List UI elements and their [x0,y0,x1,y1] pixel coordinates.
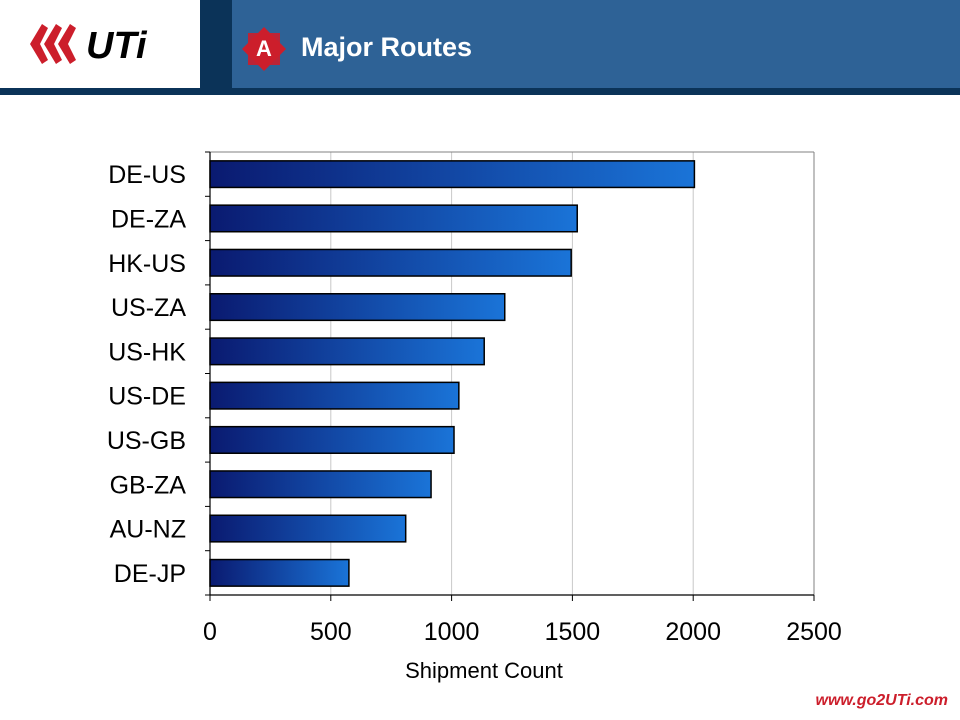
bar [209,558,350,587]
category-label: US-DE [108,383,186,411]
bar [209,204,578,233]
category-label: HK-US [108,250,186,278]
category-label: US-GB [107,427,186,455]
header-rule [0,88,960,95]
bar [209,381,460,410]
category-label: GB-ZA [110,471,187,499]
category-label: AU-NZ [110,516,186,544]
uti-logo: UTi [30,24,148,67]
category-label: DE-ZA [111,205,186,233]
bar [209,514,407,543]
bar [209,248,572,277]
x-tick-label: 2000 [665,618,721,646]
section-badge-icon [242,27,286,71]
bar [209,160,696,189]
x-tick-label: 0 [203,618,217,646]
header-bar: UTi A Major Routes [0,0,960,95]
x-tick-label: 2500 [786,618,842,646]
header-dark-strip [200,0,232,88]
logo-area: UTi [0,0,200,88]
bar [209,337,485,366]
category-label: US-ZA [111,294,186,322]
x-tick-label: 1000 [424,618,480,646]
footer-url[interactable]: www.go2UTi.com [815,692,948,709]
category-label: US-HK [108,338,186,366]
page-title: Major Routes [301,32,473,62]
logo-text: UTi [86,25,148,67]
category-label: DE-JP [114,560,186,588]
x-axis-title: Shipment Count [405,658,563,683]
x-tick-label: 500 [310,618,352,646]
section-letter: A [256,36,272,61]
bar [209,470,432,499]
x-tick-label: 1500 [545,618,601,646]
category-label: DE-US [108,161,186,189]
header-band [232,0,960,88]
bar [209,425,455,454]
bar [209,293,506,322]
